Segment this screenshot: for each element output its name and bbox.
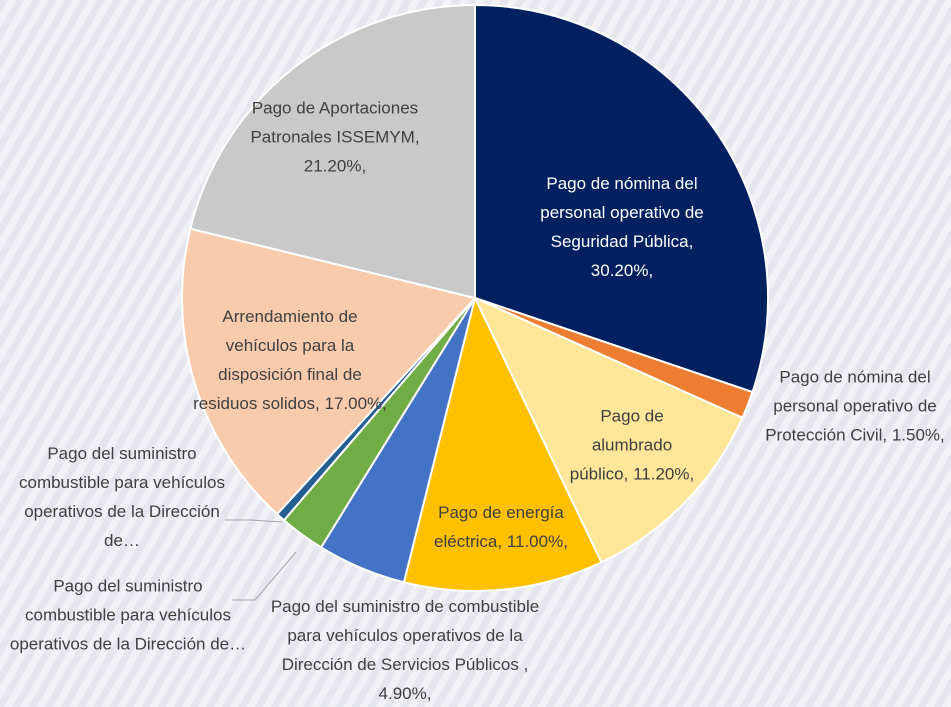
value-label: 11.00%, — [506, 532, 568, 551]
value-label: 1.50%, — [891, 425, 945, 445]
slice-label: Pago de nómina del personal operativo de… — [522, 169, 722, 285]
value-label: 21.20%, — [303, 156, 367, 176]
pie-slice — [474, 3, 769, 394]
category-label: Pago de nómina del personal operativo de… — [765, 367, 937, 445]
slice-label: Pago de Aportaciones Patronales ISSEMYM,… — [245, 94, 425, 181]
slice-label: Pago del suministro combustible para veh… — [8, 572, 248, 659]
slice-label: Pago de nómina del personal operativo de… — [755, 363, 951, 450]
leader-line — [225, 519, 283, 523]
value-label: 11.20%, — [633, 464, 695, 484]
value-label: 30.20%, — [590, 261, 654, 280]
category-label: Pago del suministro combustible para veh… — [18, 444, 225, 550]
category-label: Pago de Aportaciones Patronales ISSEMYM, — [250, 98, 420, 147]
pie-slice — [402, 295, 603, 592]
pie-slice — [189, 3, 476, 300]
slice-label: Pago del suministro de combustible para … — [260, 592, 550, 707]
category-label: Pago del suministro combustible para veh… — [9, 576, 247, 654]
category-label: Pago de alumbrado público, — [569, 406, 673, 484]
category-label: Pago de nómina del personal operativo de… — [540, 174, 704, 251]
slice-label: Arrendamiento de vehículos para la dispo… — [190, 302, 390, 418]
category-label: Arrendamiento de vehículos para la dispo… — [193, 307, 362, 413]
value-label: 4.90%, — [378, 684, 432, 703]
category-label: Pago de energía eléctrica, — [434, 503, 564, 551]
value-label: 17.00%, — [324, 394, 387, 413]
slice-label: Pago del suministro combustible para veh… — [7, 439, 237, 555]
pie-slice — [181, 227, 477, 516]
leader-line — [232, 551, 297, 601]
pie-slice — [472, 295, 744, 564]
slice-label: Pago de alumbrado público, 11.20%, — [567, 402, 697, 489]
category-label: Pago del suministro de combustible para … — [270, 597, 540, 674]
slice-label: Pago de energía eléctrica, 11.00%, — [411, 498, 591, 556]
